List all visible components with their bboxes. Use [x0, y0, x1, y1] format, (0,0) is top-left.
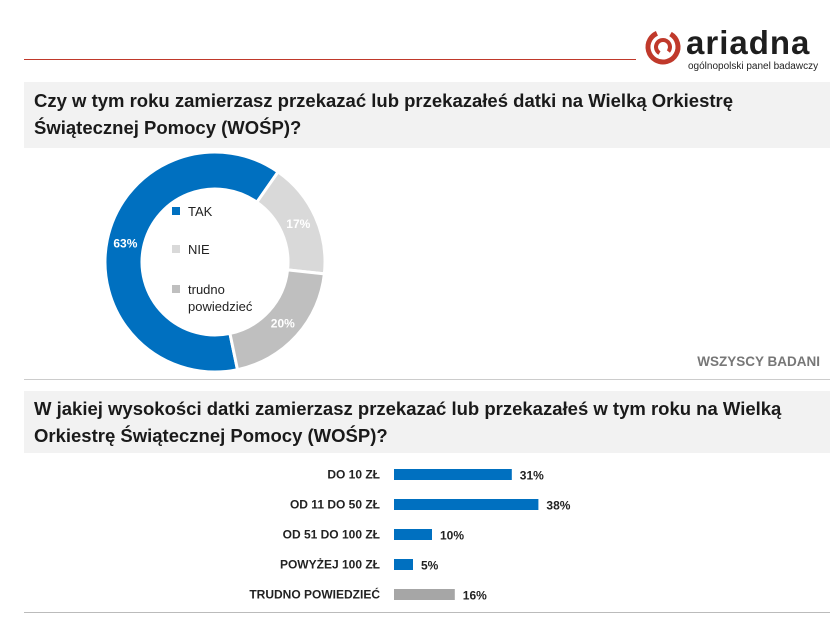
- footer-rule: [24, 612, 830, 613]
- base-label: WSZYSCY BADANI: [697, 354, 820, 369]
- donut-value-label-0: 63%: [113, 237, 137, 251]
- bar-3: [394, 559, 413, 570]
- question-2-title: W jakiej wysokości datki zamierzasz prze…: [24, 391, 830, 453]
- donut-value-label-1: 17%: [286, 217, 310, 231]
- logo-tagline: ogólnopolski panel badawczy: [688, 61, 819, 72]
- bar-category-label-4: TRUDNO POWIEDZIEĆ: [249, 587, 380, 602]
- bar-0: [394, 469, 512, 480]
- header-rule: [24, 59, 636, 60]
- bar-value-label-1: 38%: [546, 499, 570, 513]
- bar-category-label-3: POWYŻEJ 100 ZŁ: [280, 557, 380, 572]
- bar-value-label-0: 31%: [520, 469, 544, 483]
- legend-swatch-0: [172, 207, 180, 215]
- bar-value-label-4: 16%: [463, 589, 487, 603]
- ariadna-logo: ariadna ogólnopolski panel badawczy: [644, 24, 834, 76]
- question-1-title: Czy w tym roku zamierzasz przekazać lub …: [24, 82, 830, 148]
- bar-2: [394, 529, 432, 540]
- legend-label-0: TAK: [188, 204, 213, 219]
- legend-swatch-1: [172, 245, 180, 253]
- donut-value-label-2: 20%: [271, 316, 295, 330]
- bar-category-label-0: DO 10 ZŁ: [327, 468, 380, 482]
- bar-4: [394, 589, 455, 600]
- bar-chart: DO 10 ZŁ 31% OD 11 DO 50 ZŁ 38% OD 51 DO 100…: [249, 468, 570, 603]
- bar-value-label-3: 5%: [421, 559, 439, 573]
- logo-name: ariadna: [686, 24, 811, 61]
- section-divider: [24, 379, 830, 380]
- bar-category-label-2: OD 51 DO 100 ZŁ: [283, 528, 380, 542]
- legend-swatch-2: [172, 285, 180, 293]
- logo-spiral-icon: [645, 29, 681, 65]
- legend-label-2: trudno powiedzieć: [188, 282, 253, 314]
- donut-slice-2: [228, 268, 327, 372]
- legend-label-1: NIE: [188, 242, 210, 257]
- donut-chart: 63% 17% 20%: [103, 150, 327, 374]
- bar-value-label-2: 10%: [440, 529, 464, 543]
- donut-slice-0: [103, 150, 281, 374]
- bar-1: [394, 499, 539, 510]
- bar-category-label-1: OD 11 DO 50 ZŁ: [290, 498, 380, 512]
